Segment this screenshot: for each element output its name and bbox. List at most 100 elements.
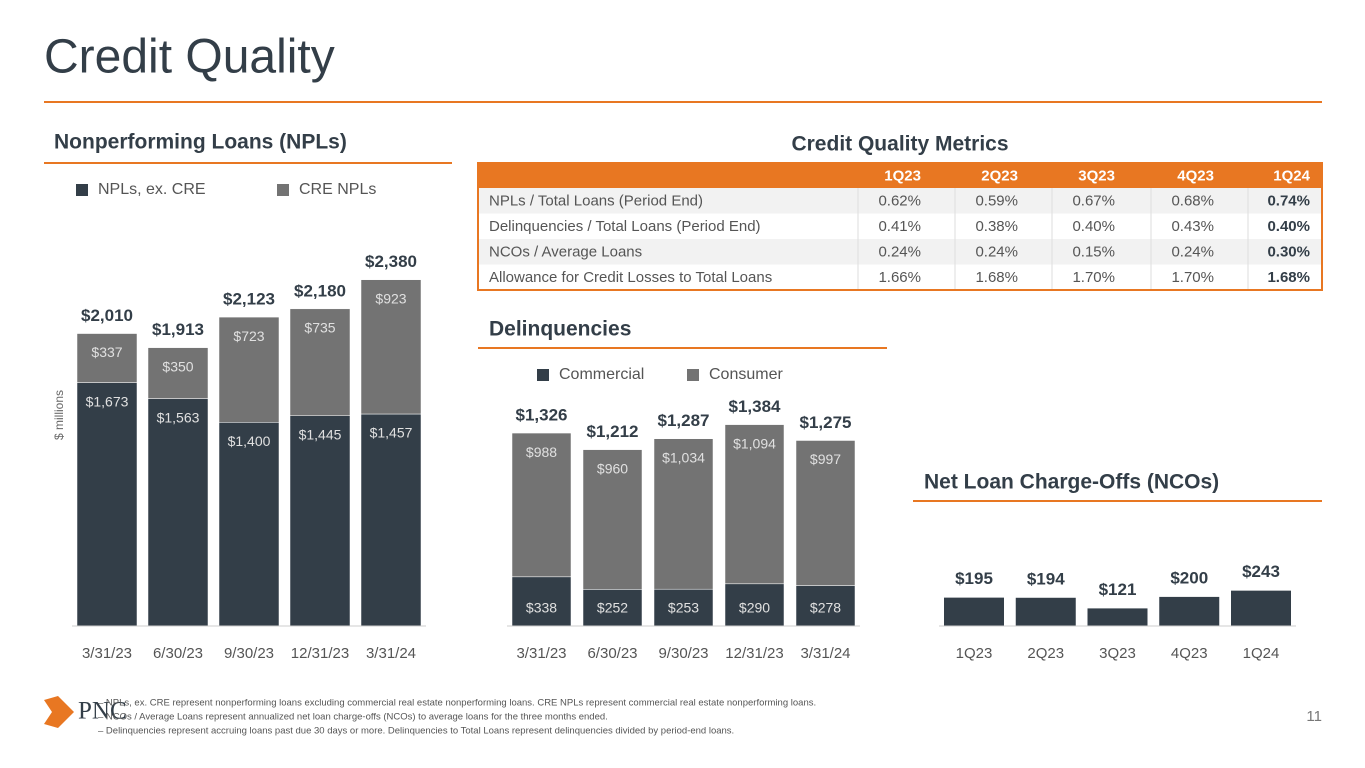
value-label: $1,445 [299, 426, 342, 442]
value-label: $1,034 [662, 449, 705, 465]
bar-segment [147, 347, 209, 399]
value-label: $1,094 [733, 435, 776, 451]
section-heading: Net Loan Charge-Offs (NCOs) [924, 471, 1219, 494]
table-cell: NCOs / Average Loans [489, 244, 642, 261]
value-label: $121 [1099, 580, 1137, 599]
value-label: $997 [810, 451, 841, 467]
total-label: $1,384 [729, 397, 782, 416]
bar-segment [653, 438, 714, 590]
x-tick-label: 6/30/23 [587, 645, 637, 662]
bar-segment [511, 432, 572, 578]
bar [1087, 608, 1148, 626]
section-heading: Nonperforming Loans (NPLs) [54, 131, 347, 154]
value-label: $1,673 [86, 393, 129, 409]
table-cell: 0.40% [1267, 218, 1310, 235]
slide-title: Credit Quality [44, 31, 335, 84]
table-cell: 0.68% [1171, 193, 1214, 210]
table-header-cell: 3Q23 [1078, 167, 1115, 184]
x-tick-label: 4Q23 [1171, 645, 1208, 662]
x-tick-label: 12/31/23 [291, 645, 349, 662]
table-cell: Allowance for Credit Losses to Total Loa… [489, 269, 772, 286]
table-border [477, 162, 1323, 291]
value-label: $988 [526, 444, 557, 460]
table-cell: 1.66% [878, 269, 921, 286]
legend-swatch [537, 369, 549, 381]
x-tick-label: 9/30/23 [658, 645, 708, 662]
table-row-bg [478, 264, 1322, 290]
total-label: $2,180 [294, 281, 346, 300]
legend-swatch [687, 369, 699, 381]
x-tick-label: 1Q24 [1243, 645, 1280, 662]
table-header-bg [478, 163, 1322, 188]
table-header-cell: 1Q23 [884, 167, 921, 184]
logo-icon [44, 696, 74, 728]
bar-segment [724, 583, 785, 627]
value-label: $338 [526, 600, 557, 616]
x-tick-label: 6/30/23 [153, 645, 203, 662]
total-label: $2,380 [365, 252, 417, 271]
bar-segment [795, 585, 856, 627]
bar-segment [147, 398, 209, 627]
bar-segment [76, 382, 138, 627]
table-header-cell: 4Q23 [1177, 167, 1214, 184]
table-cell: 0.59% [975, 193, 1018, 210]
table-cell: 0.74% [1267, 193, 1310, 210]
y-axis-label: $ millions [52, 390, 66, 440]
table-header-cell: 2Q23 [981, 167, 1018, 184]
total-label: $1,326 [516, 406, 568, 425]
x-tick-label: 3/31/24 [366, 645, 416, 662]
bar-segment [218, 316, 280, 423]
bar-segment [76, 333, 138, 383]
bar [1159, 596, 1220, 626]
value-label: $243 [1242, 562, 1280, 581]
value-label: $252 [597, 600, 628, 616]
total-label: $1,913 [152, 320, 204, 339]
value-label: $290 [739, 600, 770, 616]
table-cell: Delinquencies / Total Loans (Period End) [489, 218, 761, 235]
x-tick-label: 3Q23 [1099, 645, 1136, 662]
value-label: $278 [810, 600, 841, 616]
bar [1015, 597, 1076, 626]
total-label: $1,212 [587, 422, 639, 441]
bar-segment [289, 415, 351, 627]
total-label: $1,275 [800, 413, 852, 432]
table-row-bg [478, 239, 1322, 265]
table-cell: 1.70% [1171, 269, 1214, 286]
value-label: $960 [597, 460, 628, 476]
total-label: $2,010 [81, 306, 133, 325]
total-label: $2,123 [223, 290, 275, 309]
table-cell: 0.15% [1072, 244, 1115, 261]
footnote: – NPLs, ex. CRE represent nonperforming … [98, 698, 816, 709]
value-label: $195 [955, 569, 993, 588]
value-label: $1,400 [228, 433, 271, 449]
bar-segment [218, 422, 280, 627]
table-cell: 0.43% [1171, 218, 1214, 235]
legend-label: NPLs, ex. CRE [98, 181, 206, 198]
x-tick-label: 12/31/23 [725, 645, 783, 662]
table-cell: 0.41% [878, 218, 921, 235]
table-cell: NPLs / Total Loans (Period End) [489, 193, 703, 210]
x-tick-label: 9/30/23 [224, 645, 274, 662]
table-cell: 0.24% [975, 244, 1018, 261]
value-label: $200 [1170, 568, 1208, 587]
bar-segment [653, 588, 714, 627]
bar [944, 597, 1004, 626]
footnote: – Delinquencies represent accruing loans… [98, 726, 734, 737]
x-tick-label: 2Q23 [1027, 645, 1064, 662]
table-header-cell: 1Q24 [1273, 167, 1310, 184]
legend-label: Commercial [559, 366, 644, 383]
bar-segment [724, 424, 785, 585]
value-label: $923 [375, 290, 406, 306]
logo-text: PNC [78, 698, 127, 725]
x-tick-label: 1Q23 [956, 645, 993, 662]
bar-segment [360, 413, 422, 627]
bar-segment [582, 589, 643, 627]
total-label: $1,287 [658, 411, 710, 430]
value-label: $253 [668, 600, 699, 616]
x-tick-label: 3/31/23 [82, 645, 132, 662]
table-cell: 0.30% [1267, 244, 1310, 261]
bar-segment [289, 308, 351, 417]
value-label: $1,457 [370, 425, 413, 441]
table-cell: 0.24% [1171, 244, 1214, 261]
